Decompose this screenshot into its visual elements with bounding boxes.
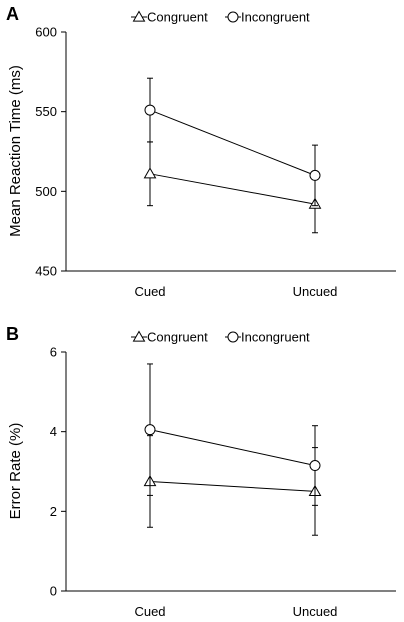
- panel-b-legend-incongruent: Incongruent: [225, 330, 310, 345]
- panel-a-x-tick-label: Cued: [134, 284, 165, 299]
- panel-b-y-tick-label: 2: [50, 504, 57, 519]
- panel-b-y-axis-title: Error Rate (%): [7, 423, 24, 520]
- panel-b-y-tick-label: 4: [50, 424, 57, 439]
- panel-b-series-congruent-line: [149, 480, 316, 492]
- panel-a-series-congruent: [143, 141, 322, 234]
- panel-b-legend-congruent: Congruent: [131, 330, 208, 345]
- panel-b-series-incongruent-point: [309, 460, 321, 472]
- panel-b: B Error Rate (%) 0 2 4 6 Cued Uncued Congruent…: [6, 324, 396, 619]
- panel-a-series-congruent-point: [143, 167, 157, 179]
- panel-b-legend-circle-icon: [227, 331, 239, 343]
- panel-a-legend-incongruent: Incongruent: [225, 10, 310, 25]
- panel-b-series-incongruent: [144, 363, 321, 506]
- panel-a-series-incongruent: [144, 77, 321, 207]
- panel-a-y-tick-label: 450: [35, 264, 57, 279]
- panel-a-legend-congruent: Congruent: [131, 10, 208, 25]
- panel-b-y-tick-label: 6: [50, 345, 57, 360]
- panel-b-legend-label: Incongruent: [241, 330, 310, 345]
- panel-a-legend-label: Congruent: [147, 10, 208, 25]
- panel-a-x-tick-label: Uncued: [293, 284, 338, 299]
- panel-a-series-congruent-line: [149, 173, 316, 205]
- panel-a-letter: A: [6, 4, 19, 24]
- panel-b-series-incongruent-point: [144, 424, 156, 436]
- panel-a-series-incongruent-point: [144, 104, 156, 116]
- panel-b-letter: B: [6, 324, 19, 344]
- panel-b-legend-triangle-icon: [132, 330, 146, 342]
- panel-a-y-tick-label: 600: [35, 25, 57, 40]
- panel-a-y-tick-label: 500: [35, 184, 57, 199]
- panel-b-series-congruent: [143, 435, 322, 536]
- panel-b-series-incongruent-line: [149, 429, 316, 467]
- panel-a-y-tick-label: 550: [35, 104, 57, 119]
- panel-b-x-tick-label: Uncued: [293, 604, 338, 619]
- panel-a-series-incongruent-line: [149, 109, 316, 176]
- panel-a: A Mean Reaction Time (ms) 450 500 550 600 Cu…: [6, 4, 396, 299]
- panel-b-x-tick-label: Cued: [134, 604, 165, 619]
- panel-a-series-incongruent-point: [309, 169, 321, 181]
- panel-a-legend-triangle-icon: [132, 10, 146, 22]
- panel-b-y-tick-label: 0: [50, 584, 57, 599]
- panel-a-legend-circle-icon: [227, 11, 239, 23]
- panel-a-y-axis-title: Mean Reaction Time (ms): [7, 65, 24, 237]
- panel-a-legend-label: Incongruent: [241, 10, 310, 25]
- panel-b-legend-label: Congruent: [147, 330, 208, 345]
